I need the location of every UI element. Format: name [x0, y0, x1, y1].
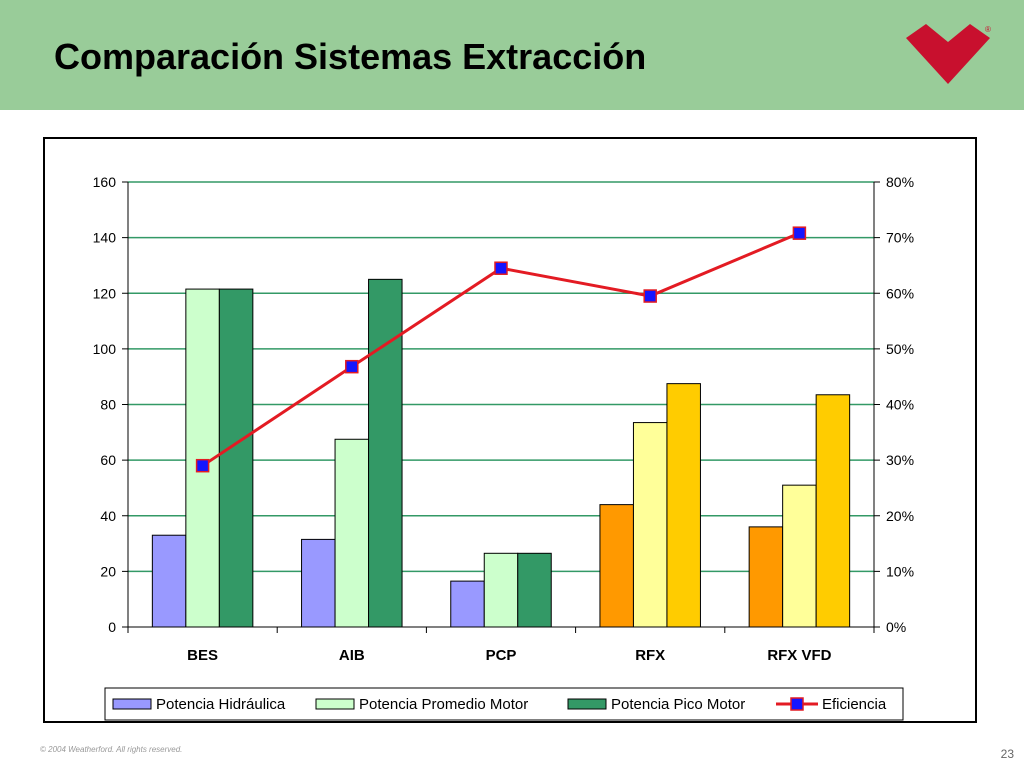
y2-tick-label: 60% [886, 285, 914, 301]
svg-text:®: ® [985, 25, 991, 34]
y-tick-label: 0 [108, 619, 116, 635]
x-category-label: PCP [486, 647, 517, 664]
legend-label: Eficiencia [822, 696, 887, 713]
bar [748, 526, 784, 628]
slide-header [0, 0, 1024, 110]
x-category-label: BES [187, 647, 218, 664]
legend-box [104, 687, 904, 721]
y-tick-label: 40 [100, 508, 116, 524]
y2-tick-label: 30% [886, 452, 914, 468]
efficiency-point [345, 359, 359, 374]
y2-tick-label: 70% [886, 230, 914, 246]
efficiency-series [195, 226, 807, 473]
bar [599, 504, 634, 628]
bar [483, 552, 519, 628]
y2-tick-label: 80% [886, 174, 914, 190]
page-number: 23 [1000, 747, 1014, 761]
x-category-label: RFX VFD [767, 647, 831, 664]
bar [632, 422, 668, 628]
y-tick-label: 20 [100, 563, 116, 579]
y-tick-label: 60 [100, 452, 116, 468]
slide-title: Comparación Sistemas Extracción [54, 36, 647, 77]
bar [218, 288, 254, 628]
efficiency-point [195, 458, 210, 473]
bar [666, 383, 701, 628]
y-tick-label: 120 [93, 285, 117, 301]
legend-swatch [567, 698, 607, 710]
y2-tick-label: 0% [886, 619, 906, 635]
x-category-label: AIB [339, 647, 365, 664]
y2-tick-label: 50% [886, 341, 914, 357]
efficiency-point [792, 226, 807, 240]
legend-label: Potencia Hidráulica [156, 696, 286, 713]
legend: Potencia Hidráulica Potencia Promedio Mot… [104, 687, 904, 721]
bar [334, 438, 370, 628]
bars [151, 278, 851, 628]
bar [517, 552, 552, 628]
efficiency-point [643, 289, 657, 303]
y-tick-label: 100 [93, 341, 117, 357]
y2-tick-label: 10% [886, 563, 914, 579]
y-tick-label: 160 [93, 174, 117, 190]
y-tick-label: 80 [100, 397, 116, 413]
bar [815, 394, 851, 628]
legend-swatch [315, 698, 355, 710]
weatherford-logo-icon: ® [906, 24, 991, 84]
y2-tick-label: 40% [886, 397, 914, 413]
bar [368, 278, 403, 628]
y2-tick-label: 20% [886, 508, 914, 524]
bar [782, 484, 817, 628]
efficiency-point [494, 261, 508, 275]
axes: 0 20 40 60 80 100 120 140 160 0% 10% 20% 30% 40% 50% 60… [93, 174, 914, 664]
x-category-label: RFX [635, 647, 665, 664]
bar [450, 580, 485, 628]
bar [301, 538, 336, 628]
legend-label: Potencia Pico Motor [611, 696, 745, 713]
legend-swatch [112, 698, 152, 710]
copyright-notice: © 2004 Weatherford. All rights reserved. [40, 745, 183, 754]
bar [151, 534, 187, 628]
y-tick-label: 140 [93, 230, 117, 246]
legend-label: Potencia Promedio Motor [359, 696, 528, 713]
legend-swatch-marker [790, 697, 804, 711]
